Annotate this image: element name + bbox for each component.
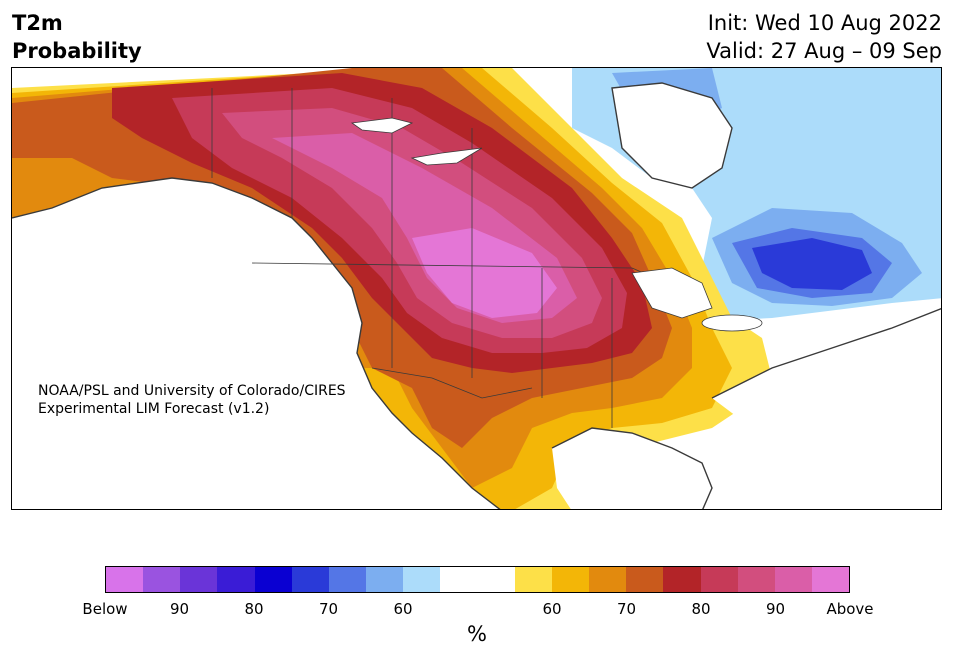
- colorbar-tick-label: 90: [765, 600, 786, 618]
- colorbar-segment: [514, 567, 552, 592]
- colorbar-segment: [106, 567, 144, 592]
- colorbar-segment: [403, 567, 441, 592]
- forecast-dates: Init: Wed 10 Aug 2022 Valid: 27 Aug – 09…: [706, 9, 942, 65]
- colorbar-segment: [217, 567, 255, 592]
- map-canvas: [12, 68, 941, 509]
- colorbar-tick-label: 80: [691, 600, 711, 618]
- colorbar-tick-label: 80: [244, 600, 264, 618]
- colorbar-tick-label: 90: [169, 600, 190, 618]
- colorbar-segment: [366, 567, 404, 592]
- colorbar-segment: [700, 567, 738, 592]
- colorbar-segment: [811, 567, 850, 592]
- pacific-ocean: [12, 178, 500, 509]
- hudson-bay: [612, 83, 732, 188]
- atlantic-ocean: [712, 308, 941, 509]
- colorbar-unit: %: [467, 622, 487, 646]
- valid-period: Valid: 27 Aug – 09 Sep: [706, 39, 942, 63]
- colorbar-tick-label: 70: [616, 600, 637, 618]
- colorbar-segment: [254, 567, 292, 592]
- credit-line-1: NOAA/PSL and University of Colorado/CIRE…: [38, 383, 346, 399]
- title-line-1: T2m: [12, 11, 63, 35]
- credit-text: NOAA/PSL and University of Colorado/CIRE…: [38, 382, 346, 418]
- great-lakes: [350, 117, 763, 332]
- probability-map: [11, 67, 942, 510]
- credit-line-2: Experimental LIM Forecast (v1.2): [38, 401, 270, 417]
- map-title: T2m Probability: [12, 9, 142, 65]
- colorbar-segment: [477, 567, 515, 592]
- coastlines: [12, 82, 941, 509]
- colorbar-segment: [440, 567, 478, 592]
- colorbar-segment: [663, 567, 701, 592]
- colorbar-segment: [737, 567, 775, 592]
- shade-violet: [412, 228, 557, 318]
- colorbar-segment: [328, 567, 367, 592]
- colorbar-tick-label: Below: [82, 600, 128, 618]
- colorbar-tick-label: 70: [318, 600, 339, 618]
- colorbar-tick-label: 60: [393, 600, 413, 618]
- shade-dark-blue-northeast: [752, 238, 872, 290]
- colorbar-segment: [143, 567, 181, 592]
- colorbar-segment: [626, 567, 664, 592]
- colorbar-segment: [774, 567, 812, 592]
- colorbar: [105, 566, 850, 593]
- colorbar-segment: [291, 567, 329, 592]
- political-borders: [211, 88, 703, 428]
- colorbar-segment: [180, 567, 218, 592]
- colorbar-tick-label: Above: [826, 600, 874, 618]
- colorbar-segment: [589, 567, 627, 592]
- title-line-2: Probability: [12, 39, 142, 63]
- init-date: Init: Wed 10 Aug 2022: [707, 11, 942, 35]
- colorbar-segment: [551, 567, 590, 592]
- colorbar-tick-label: 60: [542, 600, 562, 618]
